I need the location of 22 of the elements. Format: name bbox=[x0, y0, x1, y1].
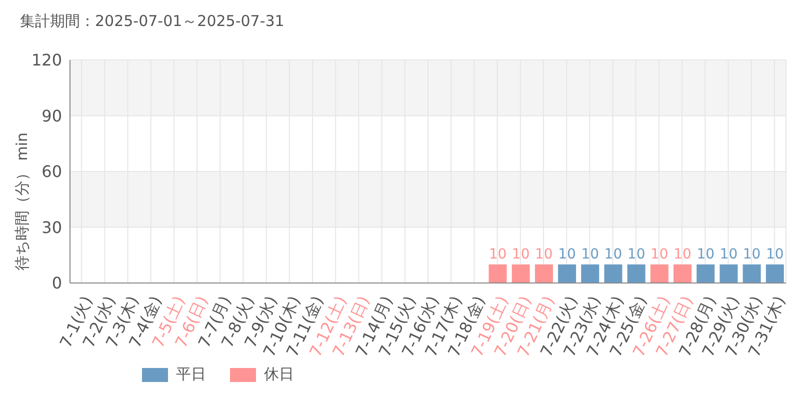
legend-label: 平日 bbox=[176, 365, 206, 384]
y-tick-label: 60 bbox=[42, 162, 62, 182]
data-label: 10 bbox=[766, 246, 784, 262]
data-label: 10 bbox=[558, 246, 576, 262]
data-label: 10 bbox=[696, 246, 715, 262]
data-label: 10 bbox=[488, 246, 507, 262]
data-label: 10 bbox=[650, 246, 668, 262]
data-label: 10 bbox=[742, 246, 761, 262]
legend-label: 休日 bbox=[264, 365, 294, 384]
data-label: 10 bbox=[535, 246, 553, 262]
data-label: 10 bbox=[604, 246, 622, 262]
data-label: 10 bbox=[627, 246, 646, 262]
y-tick-label: 30 bbox=[42, 218, 62, 237]
y-tick-label: 90 bbox=[42, 106, 62, 126]
chart-title: 集計期間：2025-07-01～2025-07-31 bbox=[20, 12, 284, 31]
y-tick-label: 0 bbox=[52, 274, 62, 293]
y-axis-title: 待ち時間（分） min bbox=[13, 132, 31, 271]
data-label: 10 bbox=[720, 246, 738, 262]
y-tick-label: 120 bbox=[31, 50, 62, 70]
data-label: 10 bbox=[512, 246, 530, 262]
data-label: 10 bbox=[581, 246, 600, 262]
data-label: 10 bbox=[674, 246, 692, 262]
